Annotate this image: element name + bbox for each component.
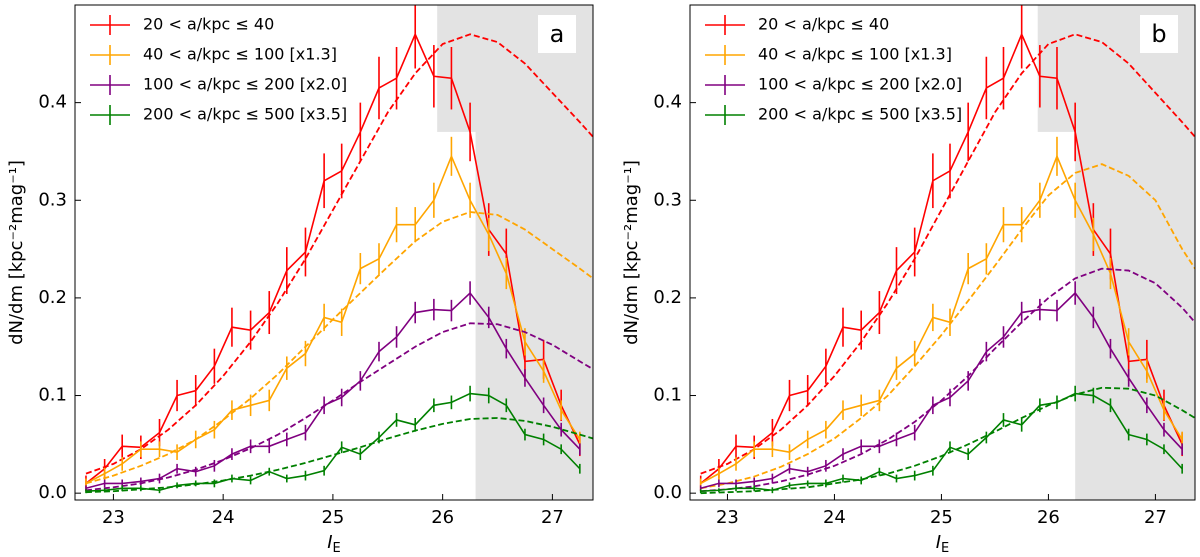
y-tick-label: 0.3: [38, 189, 67, 210]
legend-label: 40 < a/kpc ≤ 100 [x1.3]: [143, 45, 337, 64]
y-tick-label: 0.0: [38, 482, 67, 503]
data-line: [700, 392, 1183, 493]
data-line: [85, 392, 581, 493]
y-tick-label: 0.1: [38, 385, 67, 406]
x-tick-label: 25: [930, 507, 953, 528]
data-line: [700, 32, 1183, 485]
y-tick-label: 0.3: [653, 189, 682, 210]
data-line: [700, 291, 1183, 490]
model-curve: [85, 417, 593, 494]
legend-label: 40 < a/kpc ≤ 100 [x1.3]: [758, 45, 952, 64]
data-line: [700, 154, 1183, 485]
legend-label: 20 < a/kpc ≤ 40: [758, 15, 889, 34]
model-curve: [700, 386, 1195, 495]
model-curve: [85, 322, 593, 492]
model-curve: [85, 33, 593, 475]
y-tick-label: 0.4: [653, 92, 682, 113]
panel-label-box: [538, 15, 576, 53]
shaded-region: [1075, 5, 1195, 500]
axes-frame: [689, 4, 1196, 501]
x-tick-label: 23: [102, 507, 125, 528]
x-axis-label-main: I: [936, 532, 941, 553]
y-axis-label: dN/dm [kpc⁻²mag⁻¹]: [6, 160, 27, 345]
x-tick-label: 27: [1144, 507, 1167, 528]
axes-frame: [74, 4, 594, 501]
data-line: [85, 291, 581, 490]
shaded-region: [475, 5, 593, 500]
x-axis-label-sub: E: [333, 541, 341, 556]
panel-label: b: [1151, 20, 1166, 48]
data-line: [85, 154, 581, 485]
x-tick-label: 24: [212, 507, 235, 528]
y-tick-label: 0.2: [38, 287, 67, 308]
x-axis-label-main: I: [327, 532, 332, 553]
x-axis-label-sub: E: [941, 541, 949, 556]
x-axis-label: IE: [327, 532, 341, 556]
legend-label: 20 < a/kpc ≤ 40: [143, 15, 274, 34]
plot-area: [699, 5, 1195, 500]
model-curve: [700, 33, 1195, 475]
x-tick-label: 26: [1037, 507, 1060, 528]
panel-label: a: [550, 20, 565, 48]
legend-label: 100 < a/kpc ≤ 200 [x2.0]: [143, 75, 347, 94]
x-tick-label: 27: [541, 507, 564, 528]
y-tick-label: 0.0: [653, 482, 682, 503]
legend-label: 100 < a/kpc ≤ 200 [x2.0]: [758, 75, 962, 94]
panel-label-box: [1140, 15, 1178, 53]
legend-label: 200 < a/kpc ≤ 500 [x3.5]: [758, 105, 962, 124]
legend-label: 200 < a/kpc ≤ 500 [x3.5]: [143, 105, 347, 124]
x-tick-label: 25: [321, 507, 344, 528]
x-axis-label: IE: [936, 532, 950, 556]
model-curve: [700, 267, 1195, 493]
y-tick-label: 0.4: [38, 92, 67, 113]
y-tick-label: 0.1: [653, 385, 682, 406]
y-tick-label: 0.2: [653, 287, 682, 308]
x-tick-label: 23: [716, 507, 739, 528]
y-axis-label: dN/dm [kpc⁻²mag⁻¹]: [621, 160, 642, 345]
x-tick-label: 24: [823, 507, 846, 528]
x-tick-label: 26: [431, 507, 454, 528]
data-line: [85, 32, 581, 485]
